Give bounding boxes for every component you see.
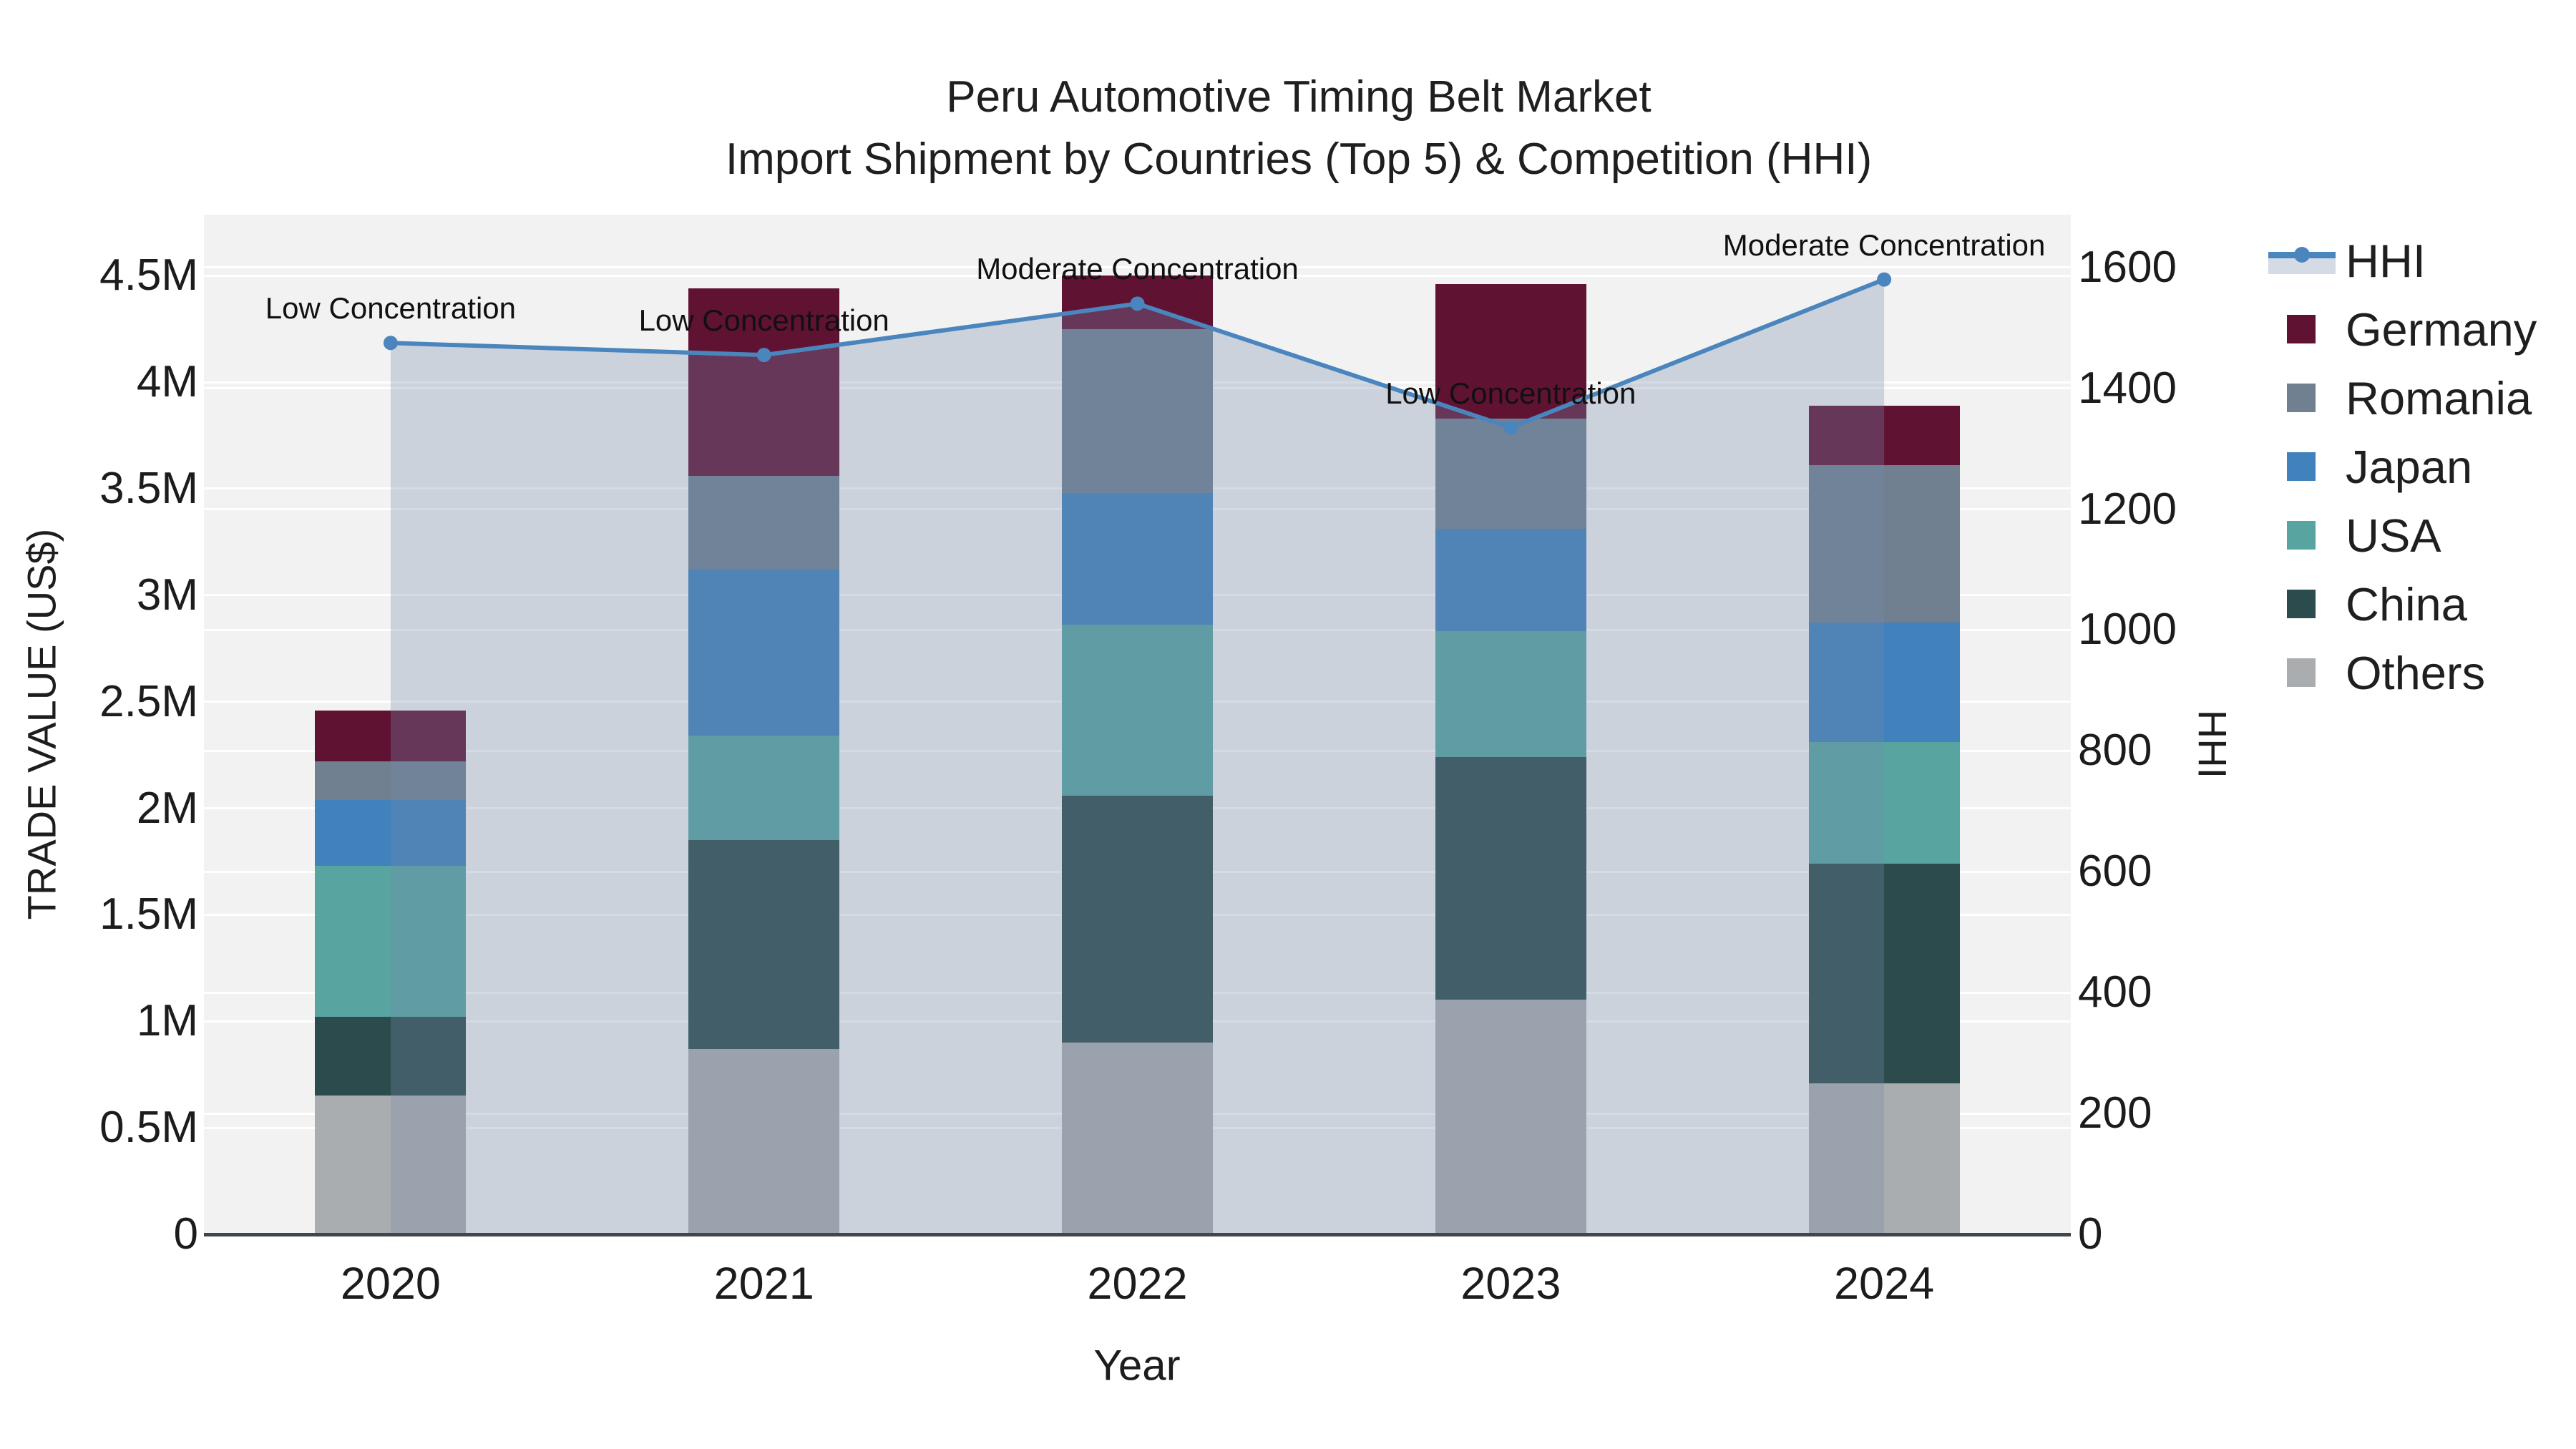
- hhi-marker-2023[interactable]: [1503, 420, 1518, 435]
- bar-segment-usa-2021[interactable]: [688, 736, 840, 841]
- bar-segment-china-2022[interactable]: [1062, 795, 1213, 1043]
- y-left-tick-label: 1M: [136, 996, 198, 1046]
- bar-segment-china-2024[interactable]: [1808, 863, 1960, 1083]
- chart-title-line1: Peru Automotive Timing Belt Market: [946, 72, 1652, 122]
- y-right-tick-label: 1200: [2078, 484, 2177, 534]
- bar-segment-japan-2021[interactable]: [688, 570, 840, 736]
- y-right-tick-label: 800: [2078, 726, 2152, 776]
- hhi-marker-2022[interactable]: [1130, 296, 1145, 311]
- x-tick-label: 2023: [1460, 1259, 1561, 1309]
- y-left-tick-label: 2.5M: [99, 676, 198, 726]
- bar-segment-china-2023[interactable]: [1435, 757, 1586, 1000]
- bar-segment-japan-2023[interactable]: [1435, 529, 1586, 632]
- y-axis-title-right: HHI: [2190, 709, 2235, 779]
- legend-item-usa[interactable]: USA: [2268, 501, 2441, 570]
- x-tick-label: 2020: [340, 1259, 441, 1309]
- legend-square-swatch-icon: [2268, 501, 2336, 570]
- y-right-tick-label: 1400: [2078, 363, 2177, 413]
- x-axis-line: [204, 1233, 2071, 1236]
- hhi-annotation: Low Concentration: [638, 303, 889, 338]
- bar-segment-romania-2023[interactable]: [1435, 418, 1586, 530]
- legend-item-label: HHI: [2346, 234, 2426, 287]
- bar-segment-romania-2020[interactable]: [315, 761, 467, 800]
- legend-square-swatch-icon: [2268, 638, 2336, 707]
- bar-segment-romania-2021[interactable]: [688, 476, 840, 570]
- bar-segment-japan-2024[interactable]: [1808, 623, 1960, 743]
- y-left-tick-label: 2M: [136, 783, 198, 833]
- chart-title: Peru Automotive Timing Belt Market Impor…: [726, 66, 1872, 190]
- x-axis-title: Year: [1093, 1341, 1181, 1390]
- x-tick-label: 2022: [1087, 1259, 1188, 1309]
- y-right-tick-label: 1600: [2078, 242, 2177, 292]
- legend-item-china[interactable]: China: [2268, 570, 2467, 638]
- y-axis-title-left: TRADE VALUE (US$): [19, 528, 64, 920]
- legend-item-romania[interactable]: Romania: [2268, 364, 2532, 432]
- hhi-marker-2024[interactable]: [1877, 272, 1892, 287]
- legend-item-japan[interactable]: Japan: [2268, 432, 2472, 501]
- legend-item-label: Romania: [2346, 371, 2532, 424]
- legend-square-swatch-icon: [2268, 295, 2336, 364]
- y-left-tick-label: 3.5M: [99, 463, 198, 513]
- hhi-marker-2020[interactable]: [383, 336, 398, 351]
- y-left-tick-label: 0.5M: [99, 1103, 198, 1153]
- hhi-annotation: Moderate Concentration: [1722, 228, 2046, 262]
- y-left-tick-label: 0: [173, 1209, 198, 1259]
- legend-square-swatch-icon: [2268, 570, 2336, 638]
- bar-segment-others-2023[interactable]: [1435, 1000, 1586, 1234]
- bar-segment-germany-2020[interactable]: [315, 710, 467, 761]
- bar-segment-others-2022[interactable]: [1062, 1043, 1213, 1234]
- bar-segment-germany-2024[interactable]: [1808, 405, 1960, 466]
- y-right-tick-label: 400: [2078, 967, 2152, 1018]
- legend-item-label: Others: [2346, 646, 2486, 699]
- legend-item-germany[interactable]: Germany: [2268, 295, 2537, 364]
- y-left-tick-label: 4.5M: [99, 250, 198, 301]
- bar-segment-usa-2023[interactable]: [1435, 631, 1586, 758]
- bar-segment-others-2024[interactable]: [1808, 1083, 1960, 1234]
- legend-square-swatch-icon: [2268, 432, 2336, 501]
- y-left-tick-label: 4M: [136, 357, 198, 406]
- y-left-tick-label: 1.5M: [99, 889, 198, 940]
- bar-segment-usa-2022[interactable]: [1062, 625, 1213, 796]
- bar-segment-romania-2022[interactable]: [1062, 328, 1213, 493]
- hhi-marker-2021[interactable]: [756, 348, 771, 363]
- x-tick-label: 2021: [713, 1259, 814, 1309]
- legend-item-label: USA: [2346, 509, 2441, 562]
- hhi-annotation: Moderate Concentration: [976, 252, 1299, 286]
- legend-item-label: China: [2346, 577, 2467, 630]
- y-right-tick-label: 0: [2078, 1209, 2103, 1259]
- bar-segment-china-2020[interactable]: [315, 1017, 467, 1096]
- legend-square-swatch-icon: [2268, 364, 2336, 432]
- legend-item-label: Japan: [2346, 440, 2473, 493]
- bar-segment-japan-2020[interactable]: [315, 799, 467, 866]
- bar-segment-usa-2024[interactable]: [1808, 742, 1960, 864]
- bar-segment-japan-2022[interactable]: [1062, 492, 1213, 625]
- legend-item-others[interactable]: Others: [2268, 638, 2485, 707]
- bar-segment-china-2021[interactable]: [688, 840, 840, 1049]
- bar-segment-romania-2024[interactable]: [1808, 465, 1960, 623]
- gridline-y-right: [204, 266, 2071, 269]
- y-right-tick-label: 200: [2078, 1088, 2152, 1138]
- y-left-tick-label: 3M: [136, 570, 198, 620]
- bar-segment-usa-2020[interactable]: [315, 865, 467, 1018]
- hhi-annotation: Low Concentration: [1385, 376, 1636, 410]
- y-right-tick-label: 1000: [2078, 605, 2177, 655]
- legend-item-label: Germany: [2346, 303, 2537, 356]
- x-tick-label: 2024: [1834, 1259, 1935, 1309]
- legend-item-hhi[interactable]: HHI: [2268, 226, 2426, 295]
- hhi-annotation: Low Concentration: [265, 291, 516, 326]
- bar-segment-others-2020[interactable]: [315, 1096, 467, 1234]
- bar-segment-others-2021[interactable]: [688, 1048, 840, 1234]
- chart-title-line2: Import Shipment by Countries (Top 5) & C…: [725, 135, 1873, 184]
- y-right-tick-label: 600: [2078, 847, 2152, 897]
- legend-line-swatch-icon: [2268, 226, 2336, 295]
